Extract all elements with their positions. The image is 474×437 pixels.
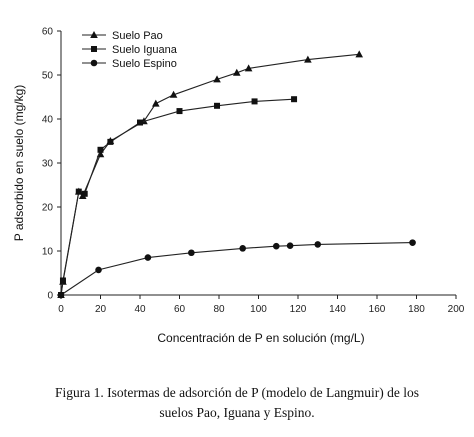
caption-line-1: Figura 1. Isotermas de adsorción de P (m… [55, 385, 419, 400]
series-suelo-iguana [58, 96, 298, 298]
data-point-suelo-iguana [291, 96, 298, 103]
data-point-suelo-pao [213, 75, 221, 83]
data-point-suelo-iguana [81, 190, 88, 197]
figure-caption: Figura 1. Isotermas de adsorción de P (m… [10, 383, 464, 423]
data-point-suelo-pao [355, 50, 364, 58]
y-tick-label: 20 [42, 203, 54, 214]
series-line-suelo-espino [60, 242, 413, 296]
data-point-suelo-pao [304, 55, 312, 63]
data-point-suelo-iguana [107, 138, 114, 145]
series-layer [57, 50, 416, 299]
data-point-suelo-pao [169, 90, 178, 98]
data-point-suelo-iguana [137, 119, 143, 126]
data-point-suelo-iguana [251, 98, 258, 105]
x-tick-label: 160 [369, 304, 386, 315]
series-line-suelo-iguana [60, 98, 295, 296]
y-tick-label: 50 [42, 71, 54, 82]
chart: 0 20 40 60 80 100 120 140 160 180 200 0 10 20 30 40 50 6… [12, 27, 465, 346]
data-point-suelo-espino [314, 241, 322, 248]
y-tick-label: 60 [42, 27, 54, 38]
x-tick-label: 60 [174, 304, 186, 315]
caption-line-2: suelos Pao, Iguana y Espino. [159, 405, 315, 420]
data-point-suelo-iguana [75, 188, 82, 195]
y-tick-label: 40 [42, 115, 54, 126]
data-point-suelo-pao [232, 68, 241, 76]
legend-marker-suelo-espino [90, 59, 98, 67]
x-axis-ticks: 0 20 40 60 80 100 120 140 160 180 200 [58, 295, 465, 315]
y-tick-label: 0 [47, 291, 53, 302]
data-point-suelo-espino [188, 249, 195, 257]
y-axis-title: P adsorbido en suelo (mg/kg) [12, 85, 26, 242]
data-point-suelo-espino [286, 242, 294, 250]
x-tick-label: 40 [134, 304, 146, 315]
data-point-suelo-espino [239, 245, 246, 252]
y-axis-ticks: 0 10 20 30 40 50 60 [42, 27, 61, 302]
x-tick-label: 100 [250, 304, 267, 315]
legend-marker-suelo-pao [90, 31, 98, 38]
legend: Suelo Pao Suelo Iguana Suelo Espino [82, 30, 178, 70]
data-point-suelo-iguana [176, 108, 183, 115]
x-axis-title: Concentración de P en solución (mg/L) [157, 331, 364, 345]
legend-label-suelo-pao: Suelo Pao [112, 30, 163, 42]
data-point-suelo-espino [144, 254, 152, 261]
y-tick-label: 30 [42, 159, 54, 170]
x-tick-label: 120 [290, 304, 307, 315]
axes [60, 31, 456, 296]
series-suelo-espino [57, 239, 416, 299]
x-tick-label: 20 [95, 304, 107, 315]
data-point-suelo-espino [57, 291, 65, 299]
x-tick-label: 200 [448, 304, 465, 315]
data-point-suelo-pao [152, 99, 160, 107]
x-tick-label: 180 [408, 304, 425, 315]
legend-label-suelo-iguana: Suelo Iguana [112, 44, 178, 56]
y-tick-label: 10 [42, 247, 54, 258]
x-tick-label: 0 [58, 304, 64, 315]
x-tick-label: 80 [213, 304, 225, 315]
series-line-suelo-pao [60, 53, 360, 296]
data-point-suelo-iguana [97, 146, 104, 153]
legend-label-suelo-espino: Suelo Espino [112, 58, 177, 70]
data-point-suelo-iguana [214, 102, 221, 109]
data-point-suelo-espino [95, 266, 102, 274]
data-point-suelo-espino [272, 242, 280, 250]
series-suelo-pao [57, 50, 364, 298]
data-point-suelo-pao [244, 64, 253, 72]
legend-marker-suelo-iguana [91, 46, 97, 52]
data-point-suelo-iguana [59, 277, 66, 284]
data-point-suelo-espino [409, 239, 416, 246]
x-tick-label: 140 [329, 304, 346, 315]
